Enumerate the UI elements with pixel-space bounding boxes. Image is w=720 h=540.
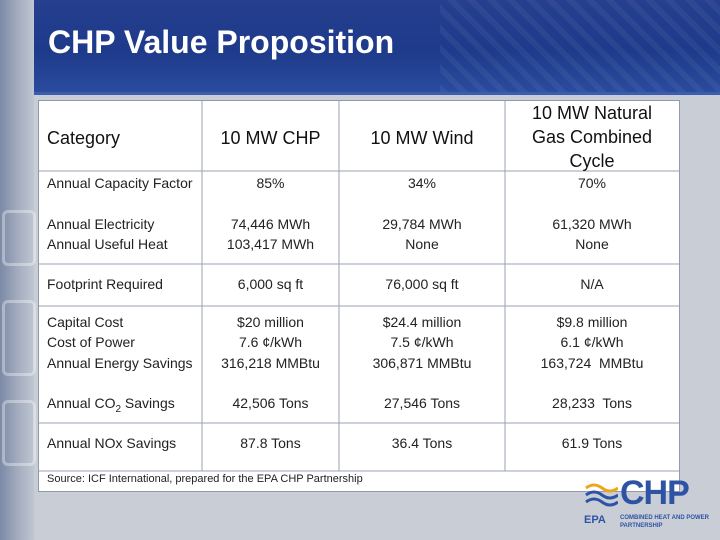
row-label-cost-of-power: Cost of Power <box>47 334 135 350</box>
header-ngcc: 10 MW Natural Gas Combined Cycle <box>531 103 653 171</box>
row-label-electricity: Annual Electricity <box>47 216 155 232</box>
row-label-energy-savings: Annual Energy Savings <box>47 355 193 371</box>
cell-wind-useful-heat: None <box>405 236 439 252</box>
cell-chp-energy-savings: 316,218 MMBtu <box>221 355 320 371</box>
cell-wind-capital-cost: $24.4 million <box>382 314 462 330</box>
decorative-ring <box>2 210 36 266</box>
row-label-capital-cost: Capital Cost <box>47 314 124 330</box>
cell-ngcc-cost-of-power: 6.1 ¢/kWh <box>560 334 624 350</box>
cell-chp-capital-cost: $20 million <box>237 314 304 330</box>
slide-title: CHP Value Proposition <box>48 24 395 60</box>
header-wind: 10 MW Wind <box>370 128 474 148</box>
cell-chp-capacity-factor: 85% <box>256 175 285 191</box>
cell-ngcc-co2-savings: 28,233 Tons <box>552 395 632 411</box>
slide-header: CHP Value Proposition <box>34 0 720 95</box>
cell-wind-electricity: 29,784 MWh <box>382 216 462 232</box>
row-label-capacity-factor: Annual Capacity Factor <box>47 175 193 191</box>
cell-wind-nox-savings: 36.4 Tons <box>391 435 453 451</box>
cell-chp-footprint: 6,000 sq ft <box>237 276 304 292</box>
cell-wind-footprint: 76,000 sq ft <box>385 276 459 292</box>
chp-partnership-logo: CHP EPA COMBINED HEAT AND POWER PARTNERS… <box>584 474 714 534</box>
cell-ngcc-nox-savings: 61.9 Tons <box>561 435 623 451</box>
logo-epa-text: EPA <box>584 514 606 526</box>
header-texture <box>440 0 720 92</box>
co2-label-subscript: 2 <box>115 403 122 415</box>
cell-wind-cost-of-power: 7.5 ¢/kWh <box>390 334 454 350</box>
row-label-useful-heat: Annual Useful Heat <box>47 236 168 252</box>
cell-chp-useful-heat: 103,417 MWh <box>226 236 315 252</box>
co2-label-prefix: Annual CO <box>47 395 116 411</box>
cell-ngcc-energy-savings: 163,724 MMBtu <box>540 355 644 371</box>
decorative-ring <box>2 400 36 466</box>
cell-wind-co2-savings: 27,546 Tons <box>383 395 461 411</box>
row-label-co2-savings: Annual CO2 Savings <box>47 393 175 420</box>
cell-chp-co2-savings: 42,506 Tons <box>232 395 309 411</box>
flame-waves-icon <box>585 483 618 507</box>
cell-chp-cost-of-power: 7.6 ¢/kWh <box>238 334 303 350</box>
cell-chp-electricity: 74,446 MWh <box>230 216 311 232</box>
cell-ngcc-capacity-factor: 70% <box>577 175 607 191</box>
cell-ngcc-footprint: N/A <box>580 276 604 292</box>
header-chp: 10 MW CHP <box>220 128 321 148</box>
co2-label-suffix: Savings <box>121 395 175 411</box>
cell-wind-energy-savings: 306,871 MMBtu <box>372 355 472 371</box>
header-category: Category <box>47 128 121 148</box>
cell-ngcc-electricity: 61,320 MWh <box>552 216 632 232</box>
comparison-table: Category 10 MW CHP 10 MW Wind 10 MW Natu… <box>38 100 680 492</box>
source-note: Source: ICF International, prepared for … <box>47 473 363 485</box>
cell-chp-nox-savings: 87.8 Tons <box>240 435 301 451</box>
logo-chp-text: CHP <box>620 474 690 512</box>
row-label-footprint: Footprint Required <box>47 276 163 292</box>
decorative-side-strip <box>0 0 36 540</box>
decorative-ring <box>2 300 36 376</box>
cell-wind-capacity-factor: 34% <box>407 175 437 191</box>
logo-partnership-text: COMBINED HEAT AND POWER PARTNERSHIP <box>620 515 709 529</box>
row-label-nox-savings: Annual NOx Savings <box>47 435 177 451</box>
table-grid <box>39 101 679 472</box>
cell-ngcc-useful-heat: None <box>575 236 609 252</box>
cell-ngcc-capital-cost: $9.8 million <box>556 314 628 330</box>
